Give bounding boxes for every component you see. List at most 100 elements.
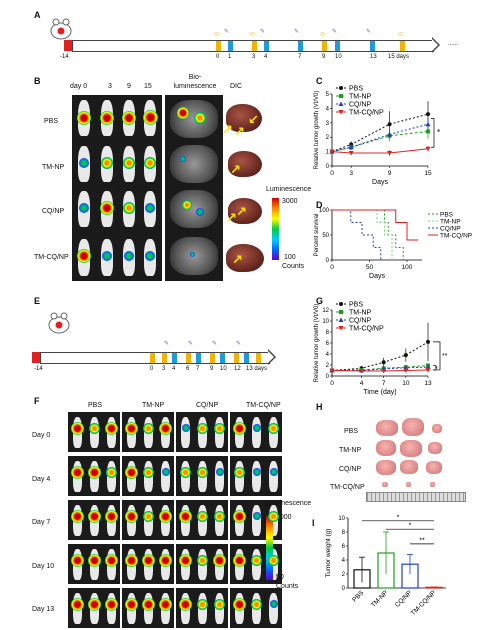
tumor-signal: [233, 597, 246, 611]
tumor-signal: [159, 553, 172, 567]
legend-label: CQ/NP: [440, 226, 461, 233]
timeline-start-label: -14: [60, 54, 69, 60]
data-point: [403, 353, 408, 358]
mouse-illustration-a: [48, 16, 74, 42]
y-tick-label: 5: [326, 92, 330, 98]
y-tick-label: 0: [326, 374, 330, 380]
x-tick-label: TM-NP: [370, 589, 390, 609]
tumor-signal: [161, 468, 170, 476]
tumor-signal: [251, 598, 262, 610]
mouse-image: [158, 458, 173, 494]
data-point: [425, 146, 431, 152]
data-point: [387, 131, 393, 137]
tumor-signal: [105, 597, 118, 611]
colorbar-b: [272, 198, 279, 260]
y-tick-label: 4: [326, 352, 330, 358]
data-point: [381, 360, 386, 365]
tumor-signal: [143, 510, 154, 522]
legend-marker: [338, 317, 344, 322]
y-tick-label: 2: [342, 572, 346, 578]
chart-d: 0 50 100 0 50 100 Days Percent survival PBSTM-NP…: [314, 208, 472, 280]
tumor-signal: [214, 598, 225, 610]
y-tick-label: 12: [322, 308, 329, 314]
tumor-signal: [143, 466, 154, 478]
arrow-icon: ↗: [222, 122, 233, 137]
tumor-signal: [125, 465, 138, 479]
tumor-signal: [143, 422, 154, 434]
survival-curve: [332, 209, 419, 241]
significance-bracket: [431, 118, 435, 148]
tumor-signal: [252, 468, 261, 476]
series-line: [331, 130, 429, 153]
y-tick-label: 50: [322, 233, 329, 239]
significance-bracket: [433, 341, 441, 371]
mouse-image: [249, 502, 264, 538]
mouse-image: [178, 414, 193, 450]
significance-label: *: [437, 128, 440, 137]
arrow-icon: ↗: [234, 124, 245, 139]
data-point: [348, 144, 354, 150]
syringe-icon: ✎: [164, 341, 170, 347]
legend-label: TM-NP: [349, 94, 371, 101]
tumor-signal: [197, 422, 208, 434]
tumor-signal: [88, 465, 101, 479]
series-line: [331, 369, 429, 372]
legend-marker: [338, 110, 344, 115]
tumor-signal: [71, 509, 84, 523]
y-tick-label: 0: [326, 258, 330, 264]
x-tick-label: 0: [330, 380, 334, 387]
data-point: [359, 369, 365, 374]
series-line: [332, 366, 429, 371]
y-tick-label: 3: [326, 121, 330, 127]
legend-label: CQ/NP: [349, 102, 372, 109]
tumor-signal: [159, 597, 172, 611]
timeline-start-marker: [64, 40, 72, 51]
arrow-icon: ↗: [236, 204, 247, 219]
tumor-signal: [106, 466, 117, 478]
y-tick-label: 0: [326, 164, 330, 170]
x-axis-label: Days: [369, 273, 385, 280]
tumor-signal: [125, 509, 138, 523]
tumor-signal: [268, 510, 279, 522]
tumor-signal: [268, 554, 279, 566]
legend-marker: [338, 326, 344, 331]
tumor-signal: [159, 421, 172, 435]
tumor-signal: [142, 597, 155, 611]
tumor-signal: [197, 554, 208, 566]
tumor-signal: [142, 553, 155, 567]
tumor-signal: [233, 421, 246, 435]
x-tick-label: 7: [382, 380, 386, 387]
x-tick-label: 13: [424, 380, 432, 387]
data-point: [426, 339, 430, 344]
arrow-icon: ↗: [226, 210, 237, 225]
series-line: [331, 148, 429, 154]
series-line: [331, 113, 429, 153]
y-tick-label: 1: [326, 150, 330, 156]
tumor-signal: [179, 553, 192, 567]
y-tick-label: 10: [322, 319, 329, 325]
significance-label: *: [435, 366, 438, 373]
chart-g: 0 2 4 6 8 10 12 0 4 7 10 13 Time (day) Relative tumor…: [314, 302, 448, 397]
tumor-signal: [105, 421, 118, 435]
tumor-signal: [234, 466, 245, 478]
x-tick-label: 15: [424, 170, 432, 177]
tumor-signal: [71, 421, 84, 435]
tumor-signal: [71, 465, 84, 479]
tumor-signal: [88, 597, 101, 611]
data-point: [348, 151, 354, 156]
data-point: [381, 369, 387, 374]
significance-label: **: [419, 537, 425, 544]
tumor-signal: [233, 553, 246, 567]
data-point: [425, 367, 431, 373]
legend-label: PBS: [349, 302, 363, 309]
x-tick-label: 10: [402, 380, 410, 387]
tumor-signal: [159, 509, 172, 523]
y-axis-label: Tumor weight (g): [325, 529, 332, 578]
tumor-signal: [268, 422, 279, 434]
mouse-image: [212, 458, 227, 494]
chart-c: 0 1 2 3 4 5 0 3 9 15 Days Relative tumor growth (Vt…: [314, 86, 440, 187]
timeline-ellipsis: ......: [448, 41, 459, 47]
tumor-signal: [88, 553, 101, 567]
pill-icon: ⬭: [398, 32, 404, 38]
y-tick-label: 2: [326, 135, 330, 141]
